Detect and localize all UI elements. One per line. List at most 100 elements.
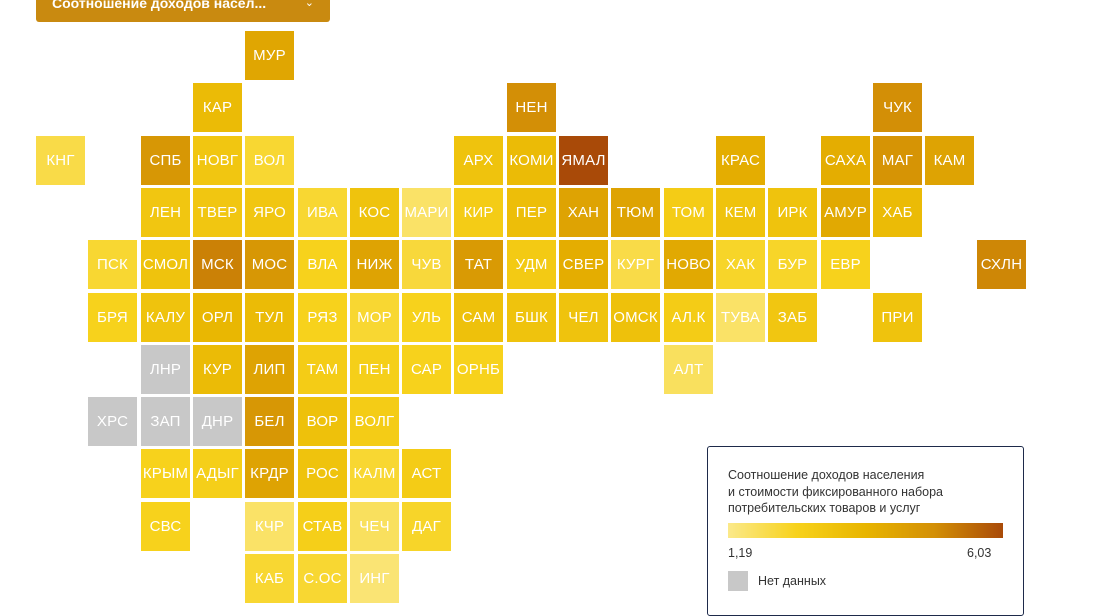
region-tile[interactable]: ТВЕР xyxy=(193,188,242,237)
region-tile[interactable]: ХРС xyxy=(88,397,137,446)
region-tile[interactable]: КРЫМ xyxy=(141,449,190,498)
region-tile[interactable]: ВОЛГ xyxy=(350,397,399,446)
region-tile[interactable]: БУР xyxy=(768,240,817,289)
region-tile[interactable]: ПСК xyxy=(88,240,137,289)
region-tile[interactable]: АЛТ xyxy=(664,345,713,394)
region-tile[interactable]: АРХ xyxy=(454,136,503,185)
region-tile[interactable]: ЧЕЧ xyxy=(350,502,399,551)
region-tile[interactable]: ИРК xyxy=(768,188,817,237)
indicator-dropdown[interactable]: Соотношение доходов насел... ⌄ xyxy=(36,0,330,22)
region-tile[interactable]: СПБ xyxy=(141,136,190,185)
region-tile[interactable]: СТАВ xyxy=(298,502,347,551)
region-tile[interactable]: КЕМ xyxy=(716,188,765,237)
region-tile[interactable]: РОС xyxy=(298,449,347,498)
region-tile[interactable]: УЛЬ xyxy=(402,293,451,342)
region-tile[interactable]: ПЕР xyxy=(507,188,556,237)
region-tile[interactable]: ИНГ xyxy=(350,554,399,603)
region-tile[interactable]: ЕВР xyxy=(821,240,870,289)
region-tile[interactable]: КРДР xyxy=(245,449,294,498)
dropdown-label: Соотношение доходов насел... xyxy=(52,0,267,11)
region-tile[interactable]: КАЛУ xyxy=(141,293,190,342)
region-tile[interactable]: АСТ xyxy=(402,449,451,498)
region-tile[interactable]: МАРИ xyxy=(402,188,451,237)
region-tile[interactable]: ЯРО xyxy=(245,188,294,237)
region-tile[interactable]: ЧЕЛ xyxy=(559,293,608,342)
region-tile[interactable]: С.ОС xyxy=(298,554,347,603)
chevron-down-icon: ⌄ xyxy=(304,0,314,9)
region-tile[interactable]: НОВГ xyxy=(193,136,242,185)
region-tile[interactable]: РЯЗ xyxy=(298,293,347,342)
region-tile[interactable]: ЗАБ xyxy=(768,293,817,342)
region-tile[interactable]: НОВО xyxy=(664,240,713,289)
region-tile[interactable]: ВЛА xyxy=(298,240,347,289)
region-tile[interactable]: ЗАП xyxy=(141,397,190,446)
region-tile[interactable]: КУРГ xyxy=(611,240,660,289)
region-tile[interactable]: АМУР xyxy=(821,188,870,237)
region-tile[interactable]: ТОМ xyxy=(664,188,713,237)
legend-max-label: 6,03 xyxy=(967,546,992,560)
region-tile[interactable]: ОРНБ xyxy=(454,345,503,394)
region-tile-grid: МУР КАР НЕН ЧУК КНГ СПБ НОВГ ВОЛ АРХ КОМИ ЯМАЛ КРАС… xyxy=(36,31,1026,603)
region-tile[interactable]: ТЮМ xyxy=(611,188,660,237)
region-tile[interactable]: КОМИ xyxy=(507,136,556,185)
region-tile[interactable]: АДЫГ xyxy=(193,449,242,498)
region-tile[interactable]: ХАБ xyxy=(873,188,922,237)
region-tile[interactable]: КУР xyxy=(193,345,242,394)
region-tile[interactable]: МАГ xyxy=(873,136,922,185)
no-data-label: Нет данных xyxy=(758,574,827,588)
region-tile[interactable]: МОС xyxy=(245,240,294,289)
region-tile[interactable]: ЯМАЛ xyxy=(559,136,608,185)
region-tile[interactable]: БРЯ xyxy=(88,293,137,342)
region-tile[interactable]: ТУВА xyxy=(716,293,765,342)
region-tile[interactable]: СВЕР xyxy=(559,240,608,289)
region-tile[interactable]: КЧР xyxy=(245,502,294,551)
region-tile[interactable]: БЕЛ xyxy=(245,397,294,446)
region-tile[interactable]: МСК xyxy=(193,240,242,289)
region-tile[interactable]: КАБ xyxy=(245,554,294,603)
region-tile[interactable]: ХАК xyxy=(716,240,765,289)
region-tile[interactable]: САР xyxy=(402,345,451,394)
region-tile[interactable]: МОР xyxy=(350,293,399,342)
region-tile[interactable]: САХА xyxy=(821,136,870,185)
region-tile[interactable]: ХАН xyxy=(559,188,608,237)
region-tile[interactable]: КАЛМ xyxy=(350,449,399,498)
region-tile[interactable]: ЛЕН xyxy=(141,188,190,237)
region-tile[interactable]: ОРЛ xyxy=(193,293,242,342)
region-tile[interactable]: ТАТ xyxy=(454,240,503,289)
region-tile[interactable]: НИЖ xyxy=(350,240,399,289)
region-tile[interactable]: ВОР xyxy=(298,397,347,446)
region-tile[interactable]: ЛНР xyxy=(141,345,190,394)
region-tile[interactable]: КОС xyxy=(350,188,399,237)
region-tile[interactable]: СМОЛ xyxy=(141,240,190,289)
legend-min-label: 1,19 xyxy=(728,546,753,560)
region-tile[interactable]: ТАМ xyxy=(298,345,347,394)
region-tile[interactable]: ДНР xyxy=(193,397,242,446)
region-tile[interactable]: СХЛН xyxy=(977,240,1026,289)
region-tile[interactable]: КАМ xyxy=(925,136,974,185)
region-tile[interactable]: ЧУВ xyxy=(402,240,451,289)
region-tile[interactable]: АЛ.К xyxy=(664,293,713,342)
legend-title: Соотношение доходов населения и стоимост… xyxy=(728,468,944,515)
region-tile[interactable]: ОМСК xyxy=(611,293,660,342)
region-tile[interactable]: НЕН xyxy=(507,83,556,132)
region-tile[interactable]: КИР xyxy=(454,188,503,237)
region-tile[interactable]: ПЕН xyxy=(350,345,399,394)
region-tile[interactable]: ИВА xyxy=(298,188,347,237)
region-tile[interactable]: КАР xyxy=(193,83,242,132)
region-tile[interactable]: МУР xyxy=(245,31,294,80)
region-tile[interactable]: САМ xyxy=(454,293,503,342)
legend-gradient-bar xyxy=(728,523,1003,538)
legend: Соотношение доходов населения и стоимост… xyxy=(707,446,1024,616)
region-tile[interactable]: ТУЛ xyxy=(245,293,294,342)
region-tile[interactable]: ПРИ xyxy=(873,293,922,342)
region-tile[interactable]: КРАС xyxy=(716,136,765,185)
region-tile[interactable]: УДМ xyxy=(507,240,556,289)
region-tile[interactable]: ВОЛ xyxy=(245,136,294,185)
no-data-swatch xyxy=(728,571,748,591)
region-tile[interactable]: ЧУК xyxy=(873,83,922,132)
region-tile[interactable]: КНГ xyxy=(36,136,85,185)
region-tile[interactable]: ЛИП xyxy=(245,345,294,394)
region-tile[interactable]: БШК xyxy=(507,293,556,342)
region-tile[interactable]: ДАГ xyxy=(402,502,451,551)
region-tile[interactable]: СВС xyxy=(141,502,190,551)
